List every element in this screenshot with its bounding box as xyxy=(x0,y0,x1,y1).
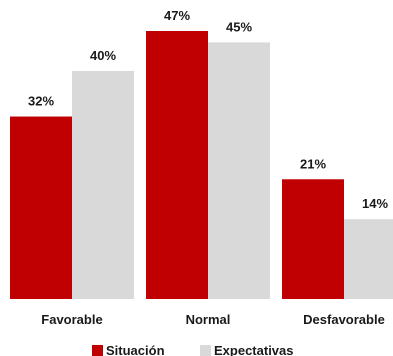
bar-favorable-expectativas xyxy=(72,70,134,300)
legend: Situación Expectativas xyxy=(92,343,294,356)
data-label: 47% xyxy=(164,8,190,23)
data-label: 21% xyxy=(300,156,326,171)
bar-favorable-situacion xyxy=(10,116,72,299)
category-label-desfavorable: Desfavorable xyxy=(303,312,385,327)
bar-normal-expectativas xyxy=(208,42,270,299)
data-labels-layer: 32% 40% 47% 45% 21% 14% xyxy=(28,8,388,211)
bar-normal-situacion xyxy=(146,31,208,299)
legend-swatch-situacion xyxy=(92,345,103,356)
legend-label-expectativas: Expectativas xyxy=(214,343,294,356)
bars-layer xyxy=(10,31,393,300)
data-label: 32% xyxy=(28,94,54,109)
data-label: 14% xyxy=(362,196,388,211)
data-label: 45% xyxy=(226,19,252,34)
category-label-favorable: Favorable xyxy=(41,312,102,327)
bar-desfavorable-situacion xyxy=(282,179,344,299)
legend-label-situacion: Situación xyxy=(106,343,165,356)
data-label: 40% xyxy=(90,48,116,63)
category-label-normal: Normal xyxy=(186,312,231,327)
category-labels-layer: Favorable Normal Desfavorable xyxy=(41,312,385,327)
bar-desfavorable-expectativas xyxy=(344,219,393,299)
legend-swatch-expectativas xyxy=(200,345,211,356)
